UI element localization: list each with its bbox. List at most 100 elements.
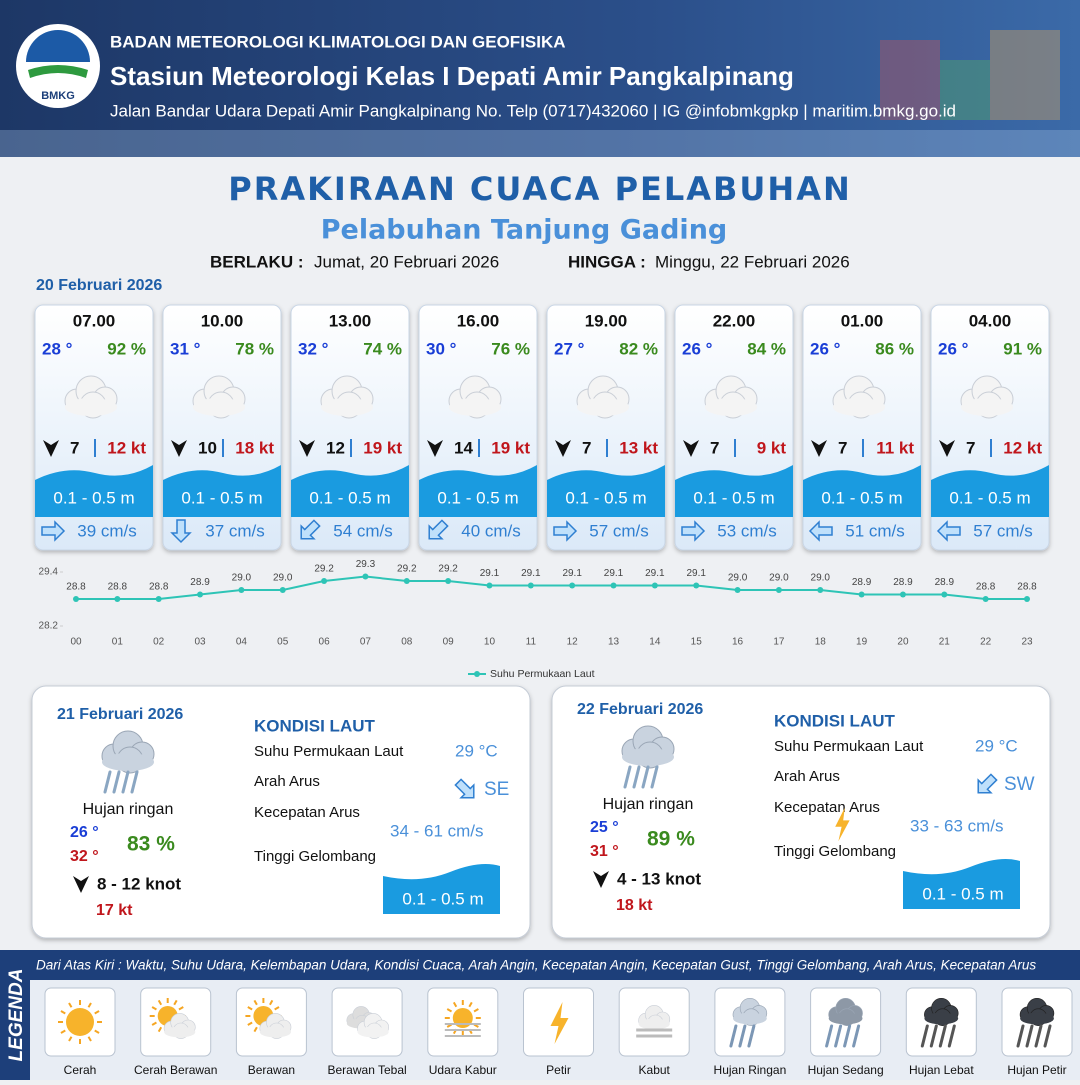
current-speed: 53 cm/s: [717, 521, 777, 540]
legend-item-label: Petir: [546, 1063, 571, 1077]
container: [940, 60, 990, 120]
container: [880, 40, 940, 120]
rain-drop: [121, 770, 130, 794]
wave-height: 0.1 - 0.5 m: [53, 488, 134, 507]
x-tick-label: 07: [360, 637, 372, 648]
cloud-icon: [704, 375, 758, 419]
separator: [222, 439, 224, 457]
wave-band: [163, 465, 281, 517]
sst-chart: 28.2 29.4 00 01 02 03 04 05 06 07 08 09 10 11 12 13 14 15…: [39, 559, 1038, 680]
wave-height: 0.1 - 0.5 m: [565, 488, 646, 507]
speed-label: Kecepatan Arus: [254, 804, 360, 821]
sun: [66, 1008, 94, 1036]
x-tick-label: 20: [897, 637, 909, 648]
validity-from-label: BERLAKU :: [210, 252, 304, 271]
x-tick-label: 22: [980, 637, 992, 648]
legend-item: Hujan Ringan: [714, 987, 786, 1077]
wind-arrow: [939, 440, 955, 457]
sun-ray: [94, 1029, 100, 1034]
cloud-icon: [101, 730, 155, 774]
container: [990, 30, 1060, 120]
x-tick-label: 03: [194, 637, 206, 648]
day1-date: 20 Februari 2026: [36, 277, 162, 294]
legend-item: Hujan Petir: [835, 807, 1073, 1077]
current-arrow: [428, 519, 449, 540]
x-tick-label: 16: [732, 637, 744, 648]
cloud-icon: [448, 375, 502, 419]
time: 04.00: [969, 311, 1012, 330]
gust: 11 kt: [876, 438, 914, 457]
value-label: 29.0: [811, 573, 831, 584]
current-speed: 39 cm/s: [77, 521, 137, 540]
cloud-icon: [259, 1013, 292, 1039]
humidity: 74 %: [363, 339, 402, 358]
wind: 8 - 12 knot: [97, 874, 181, 893]
temperature: 26 °: [682, 339, 713, 358]
x-tick-label: 09: [443, 637, 455, 648]
gust: 18 kt: [235, 438, 274, 457]
value-label: 29.1: [562, 568, 582, 579]
wave-band: [35, 465, 153, 517]
current-speed: 40 cm/s: [461, 521, 521, 540]
sun-ray: [173, 999, 178, 1006]
dir-label: Arah Arus: [254, 773, 320, 790]
temp-min: 25 °: [590, 819, 619, 836]
time: 19.00: [585, 311, 628, 330]
legend-item: Kabut: [618, 987, 690, 1077]
current-speed: 37 cm/s: [205, 521, 265, 540]
legend-item: Cerah Berawan: [134, 987, 217, 1077]
point: [899, 591, 906, 598]
wave-band: [547, 465, 665, 517]
temperature: 30 °: [426, 339, 457, 358]
legend-icon: [245, 998, 292, 1039]
wind-arrow: [43, 440, 59, 457]
legend-title: LEGENDA: [6, 969, 27, 1062]
value-label: 29.2: [314, 564, 334, 575]
title: PRAKIRAAN CUACA PELABUHAN: [228, 170, 851, 208]
wave-height: 0.1 - 0.5 m: [821, 488, 902, 507]
humidity: 91 %: [1003, 339, 1042, 358]
speed-label: Kecepatan Arus: [774, 799, 880, 816]
legend-item-label: Cerah: [64, 1063, 97, 1077]
speed: 34 - 61 cm/s: [390, 821, 484, 840]
legend-item-label: Berawan Tebal: [328, 1063, 407, 1077]
cloud-base: [164, 1026, 196, 1038]
value-label: 28.9: [935, 577, 955, 588]
cloud-icon: [960, 375, 1014, 419]
sun-ray: [269, 999, 274, 1006]
x-tick-label: 23: [1021, 637, 1033, 648]
point: [155, 596, 162, 602]
cloud-base: [705, 398, 757, 416]
cloud-icon: [832, 375, 886, 419]
value-label: 29.2: [397, 564, 417, 575]
wind-arrow: [299, 440, 315, 457]
time: 22.00: [713, 311, 756, 330]
temp-max: 31 °: [590, 843, 619, 860]
temp-min: 26 °: [70, 824, 99, 841]
legend-item-label: Udara Kabur: [429, 1063, 497, 1077]
series-line: [76, 575, 1027, 600]
value-label: 29.1: [686, 568, 706, 579]
legend-item-label: Kabut: [639, 1063, 671, 1077]
wind-arrow: [73, 876, 89, 893]
point: [321, 578, 328, 584]
date: 21 Februari 2026: [57, 706, 183, 723]
legend-item-label: Berawan: [248, 1063, 295, 1077]
cloud-base: [193, 398, 245, 416]
wind-arrow: [683, 440, 699, 457]
quay: [0, 130, 1080, 157]
cloud-icon: [320, 375, 374, 419]
rain-drop: [641, 765, 650, 789]
rain-drop: [947, 1024, 956, 1048]
gust: 19 kt: [491, 438, 530, 457]
rain-drop: [729, 1024, 738, 1048]
humidity: 92 %: [107, 339, 146, 358]
cloud-icon: [192, 375, 246, 419]
rain-drop: [112, 770, 121, 794]
sun-ray: [253, 999, 258, 1006]
legend-item: Hujan Lebat: [905, 987, 977, 1077]
value-label: 28.8: [108, 582, 128, 593]
point: [817, 587, 824, 593]
